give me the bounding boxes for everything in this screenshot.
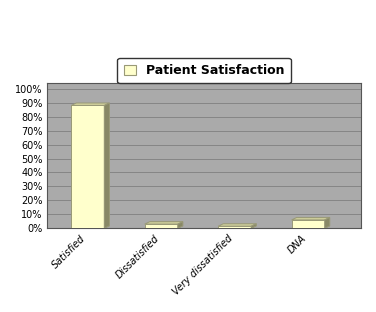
Polygon shape [292, 220, 324, 228]
Polygon shape [218, 226, 251, 228]
Polygon shape [218, 226, 256, 228]
Polygon shape [145, 226, 183, 228]
Polygon shape [292, 217, 330, 220]
Polygon shape [251, 224, 256, 228]
Polygon shape [145, 222, 183, 224]
Polygon shape [218, 224, 256, 226]
Polygon shape [71, 103, 109, 105]
Polygon shape [104, 103, 109, 228]
Polygon shape [145, 224, 178, 228]
Polygon shape [324, 217, 330, 228]
Legend: Patient Satisfaction: Patient Satisfaction [117, 58, 291, 83]
Polygon shape [178, 222, 183, 228]
Polygon shape [71, 226, 109, 228]
Polygon shape [71, 105, 104, 228]
Polygon shape [292, 226, 330, 228]
